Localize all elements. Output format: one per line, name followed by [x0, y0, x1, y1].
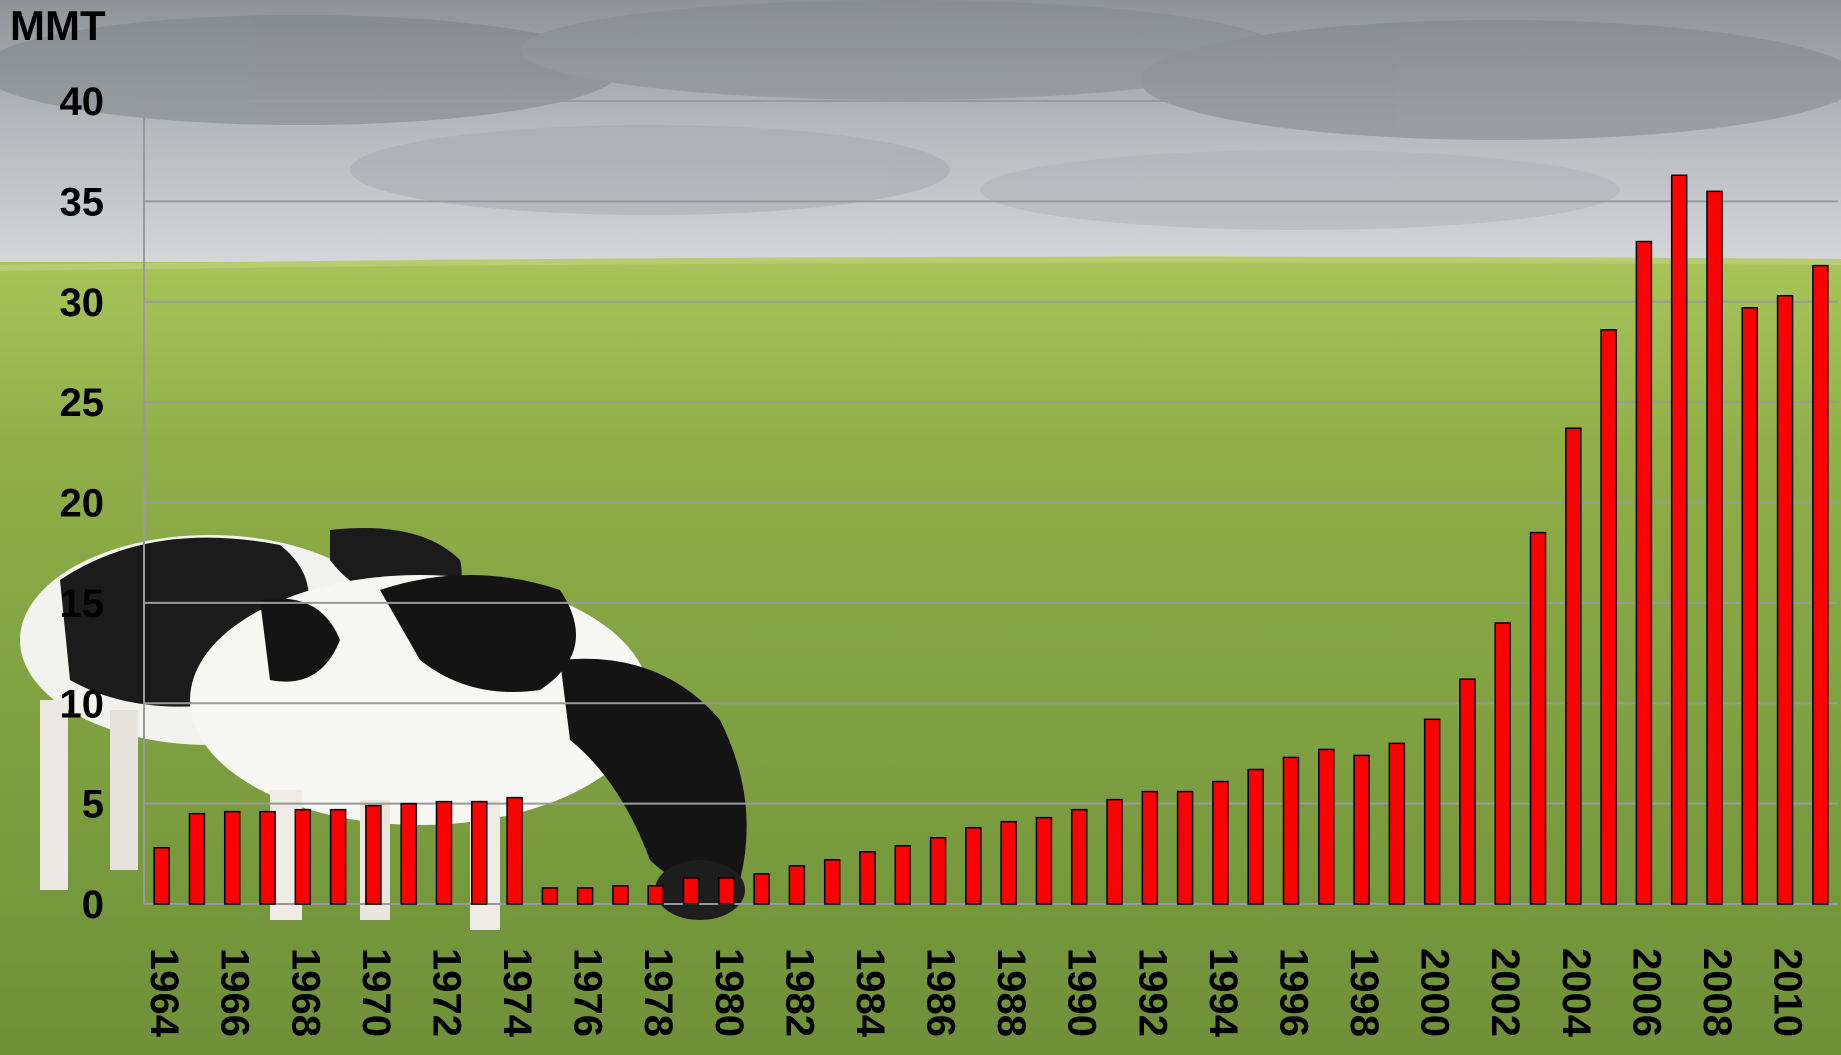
bar-1994	[1212, 780, 1229, 905]
bar-2005	[1600, 329, 1617, 905]
bar-1964	[153, 847, 170, 905]
bar-1977	[612, 885, 629, 905]
x-tick-label: 1982	[777, 948, 821, 1037]
bar-2010	[1776, 294, 1794, 905]
bar-2002	[1494, 622, 1511, 905]
bar-1968	[294, 808, 312, 905]
bar-1984	[859, 851, 876, 905]
x-axis-ticks: 1964 1966 1968 1970 1972 1974 1976 1978 1980 1982…	[142, 948, 1809, 1038]
y-tick-label: 40	[60, 80, 105, 124]
bar-1975	[541, 887, 559, 905]
clouds	[0, 0, 1841, 230]
bar-1981	[753, 873, 770, 905]
y-tick-label: 35	[60, 180, 105, 224]
bar-1986	[929, 837, 947, 905]
x-tick-label: 1978	[636, 948, 680, 1037]
bar-1983	[823, 859, 841, 905]
bar-1995	[1247, 768, 1264, 905]
bar-2004	[1565, 427, 1582, 905]
x-tick-label: 1984	[848, 948, 892, 1038]
bar-1999	[1388, 742, 1406, 905]
y-axis-ticks: 0 5 10 15 20 25 30 35 40	[60, 80, 105, 927]
x-tick-label: 2004	[1554, 948, 1598, 1038]
x-tick-label: 2010	[1766, 948, 1810, 1037]
y-tick-label: 30	[60, 281, 105, 325]
bar-series	[153, 174, 1829, 905]
x-tick-label: 2008	[1695, 948, 1739, 1037]
bar-2008	[1706, 190, 1723, 905]
horizon-line	[0, 256, 1841, 271]
y-tick-label: 10	[60, 682, 105, 726]
bar-1987	[965, 826, 982, 905]
bar-1966	[223, 810, 241, 905]
y-tick-label: 0	[82, 883, 104, 927]
bar-1980	[718, 877, 735, 905]
x-tick-label: 1976	[566, 948, 610, 1037]
bar-2003	[1529, 531, 1547, 905]
bar-1998	[1353, 754, 1370, 905]
bar-1992	[1141, 790, 1159, 905]
x-tick-label: 1966	[213, 948, 257, 1037]
bar-1997	[1318, 748, 1335, 905]
x-tick-label: 1970	[354, 948, 398, 1037]
bar-1988	[1000, 820, 1017, 905]
bar-1979	[682, 877, 700, 905]
bar-2001	[1459, 678, 1476, 905]
x-tick-label: 1992	[1130, 948, 1174, 1037]
bar-1991	[1106, 798, 1123, 905]
bar-1982	[788, 865, 806, 905]
bar-1967	[259, 810, 276, 905]
bar-1972	[435, 800, 453, 905]
bar-1978	[647, 885, 664, 905]
x-tick-label: 1968	[283, 948, 327, 1037]
bar-2009	[1741, 307, 1759, 905]
x-tick-label: 1974	[495, 948, 539, 1038]
bar-1974	[506, 796, 523, 905]
y-tick-label: 15	[60, 582, 105, 626]
y-tick-label: 20	[60, 482, 105, 526]
bar-1969	[329, 808, 347, 905]
x-tick-label: 1996	[1271, 948, 1315, 1037]
bar-1989	[1035, 816, 1053, 905]
bar-2006	[1635, 240, 1653, 905]
bar-1971	[400, 802, 417, 905]
bar-1993	[1176, 790, 1194, 905]
x-tick-label: 1990	[1060, 948, 1104, 1037]
x-tick-label: 2000	[1413, 948, 1457, 1037]
gridlines	[144, 100, 1838, 905]
x-tick-label: 1964	[142, 948, 186, 1038]
bar-1985	[894, 845, 912, 905]
bar-1965	[188, 812, 206, 905]
bar-1996	[1282, 756, 1300, 905]
bar-1976	[576, 887, 594, 905]
x-tick-label: 1980	[707, 948, 751, 1037]
y-tick-label: 25	[60, 381, 105, 425]
y-tick-label: 5	[82, 783, 104, 827]
y-axis-unit-label: MMT	[10, 2, 106, 49]
x-tick-label: 1986	[919, 948, 963, 1037]
x-tick-label: 1988	[989, 948, 1033, 1037]
bar-1990	[1070, 808, 1088, 905]
bar-2011	[1812, 264, 1829, 905]
bar-2000	[1423, 718, 1441, 905]
bar-2007	[1670, 174, 1688, 905]
x-tick-label: 2002	[1483, 948, 1527, 1037]
x-tick-label: 1972	[424, 948, 468, 1037]
x-tick-label: 2006	[1624, 948, 1668, 1037]
x-tick-label: 1994	[1201, 948, 1245, 1038]
bar-1970	[365, 804, 382, 905]
x-tick-label: 1998	[1342, 948, 1386, 1037]
bar-1973	[471, 800, 488, 905]
